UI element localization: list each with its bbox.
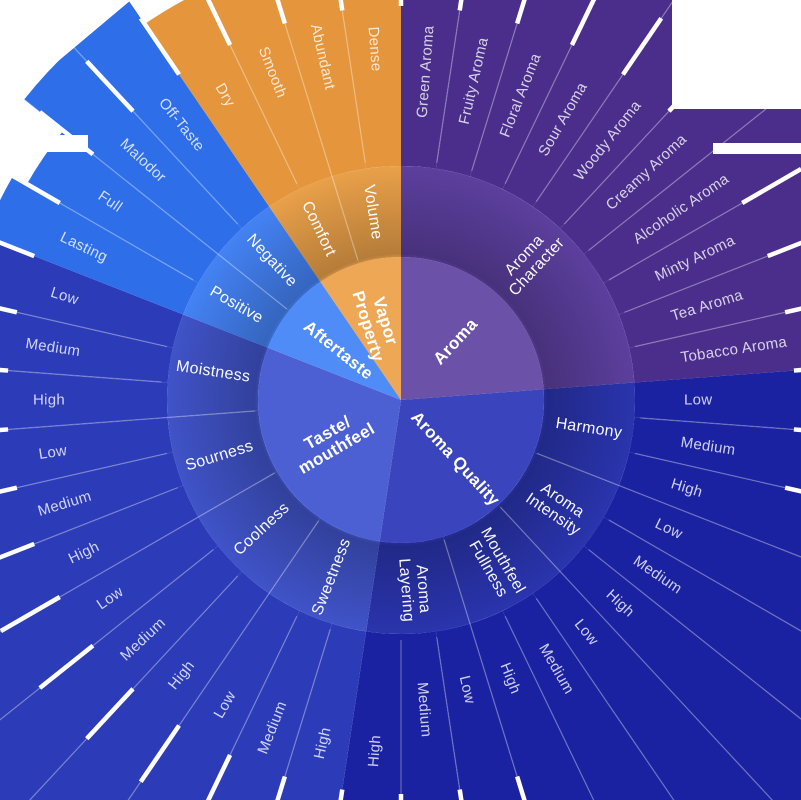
separator-group-volume bbox=[276, 0, 359, 261]
category-sector-aftertaste bbox=[267, 281, 401, 400]
boundary-tick bbox=[514, 775, 527, 800]
leaf-label-aroma-layering-high: High bbox=[365, 734, 384, 767]
boundary-tick bbox=[85, 687, 135, 741]
boundary-tick bbox=[275, 775, 288, 800]
category-sector-aroma-quality bbox=[379, 389, 544, 543]
leaf-sector-aroma-character-floral-aroma bbox=[469, 0, 594, 190]
boundary-tick bbox=[0, 485, 18, 494]
group-label-aroma-layering: AromaLayering bbox=[396, 556, 435, 622]
separator-leaf-mouthfeel-fullness-high bbox=[504, 615, 595, 800]
leaf-sector-volume-abundant bbox=[277, 0, 367, 177]
leaf-label-harmony-low: Low bbox=[684, 392, 712, 409]
leaf-sector-comfort-dry bbox=[144, 0, 300, 207]
white-patch-3 bbox=[0, 135, 88, 152]
boundary-tick bbox=[85, 59, 135, 113]
leaf-sector-sweetness-low bbox=[128, 593, 300, 800]
leaf-sector-coolness-low bbox=[0, 517, 219, 720]
leaf-sector-sweetness-high bbox=[277, 623, 367, 800]
layer-white-patches bbox=[0, 0, 801, 154]
leaf-label-aroma-layering-low: Low bbox=[456, 674, 479, 705]
boundary-tick bbox=[38, 643, 95, 690]
leaf-sector-harmony-low bbox=[634, 370, 801, 430]
separator-group-sourness bbox=[0, 472, 275, 633]
leaf-label-sourness-low: Low bbox=[38, 442, 69, 463]
boundary-tick bbox=[784, 485, 801, 494]
leaf-sector-sweetness-medium bbox=[208, 610, 333, 800]
leaf-sector-aroma-intensity-low bbox=[603, 485, 801, 631]
leaf-label-sweetness-high: High bbox=[311, 726, 335, 761]
category-sector-vapor-property bbox=[320, 257, 401, 400]
boundary-tick bbox=[569, 0, 597, 46]
boundary-tick bbox=[0, 541, 36, 560]
boundary-tick bbox=[138, 724, 181, 783]
boundary-tick bbox=[138, 17, 181, 76]
separator-leaf-mouthfeel-fullness-medium bbox=[535, 597, 675, 800]
leaf-sector-aroma-character-tea-aroma bbox=[618, 243, 801, 348]
leaf-sector-volume-dense bbox=[340, 0, 401, 169]
leaf-sector-harmony-high bbox=[618, 452, 801, 557]
leaf-sector-harmony-medium bbox=[629, 417, 801, 492]
separator-group-mouthfeel-fullness bbox=[499, 506, 774, 800]
boundary-tick bbox=[205, 754, 233, 800]
leaf-label-moistness-high: High bbox=[33, 392, 65, 409]
boundary-tick bbox=[0, 167, 61, 205]
boundary-tick bbox=[514, 0, 527, 25]
leaf-sector-mouthfeel-fullness-medium bbox=[502, 593, 674, 800]
leaf-sector-aroma-character-tobacco-aroma bbox=[629, 308, 801, 383]
leaf-label-aroma-character-green-aroma: Green Aroma bbox=[414, 25, 438, 119]
leaf-sector-sourness-low bbox=[0, 417, 173, 492]
white-patch-0 bbox=[0, 0, 131, 110]
leaf-sector-aroma-character-green-aroma bbox=[401, 0, 462, 169]
leaf-sector-sourness-medium bbox=[0, 452, 184, 558]
boundary-tick bbox=[0, 240, 36, 259]
leaf-sector-aroma-character-fruity-aroma bbox=[435, 0, 525, 177]
group-label-aroma-layering-line-1: Layering bbox=[396, 558, 418, 623]
layer-category-ring bbox=[258, 257, 544, 543]
category-sector-taste-mouthfeel bbox=[258, 347, 401, 542]
boundary-tick bbox=[0, 306, 18, 315]
leaf-sector-aroma-character-alcoholic-aroma bbox=[583, 81, 801, 283]
leaf-sector-mouthfeel-fullness-high bbox=[469, 610, 594, 800]
white-patch-2 bbox=[713, 143, 801, 154]
boundary-tick bbox=[766, 240, 801, 259]
leaf-sector-aroma-layering-low bbox=[435, 623, 525, 800]
boundary-tick bbox=[275, 0, 288, 25]
boundary-tick bbox=[621, 17, 664, 76]
group-label-aroma-layering-line-0: Aroma bbox=[413, 564, 434, 614]
leaf-label-aroma-layering-medium: Medium bbox=[414, 682, 435, 738]
separator-group-aroma-intensity bbox=[536, 452, 801, 558]
separator-group-aroma-layering bbox=[443, 539, 526, 800]
boundary-tick bbox=[0, 595, 61, 633]
leaf-sector-aroma-character-minty-aroma bbox=[603, 169, 801, 315]
leaf-label-volume-dense: Dense bbox=[365, 26, 385, 72]
separator-group-moistness bbox=[0, 410, 256, 431]
boundary-tick bbox=[741, 167, 801, 205]
white-patch-1 bbox=[672, 0, 801, 109]
leaf-sector-moistness-low bbox=[0, 242, 184, 348]
boundary-tick bbox=[205, 0, 233, 46]
separator-group-coolness bbox=[127, 520, 320, 800]
separator-leaf-aroma-intensity-high bbox=[588, 549, 801, 720]
leaf-sector-comfort-smooth bbox=[208, 0, 333, 190]
leaf-sector-positive-lasting bbox=[0, 176, 199, 315]
leaf-sector-aroma-layering-high bbox=[340, 631, 401, 800]
category-sector-aroma bbox=[401, 257, 544, 400]
separator-group-negative bbox=[0, 79, 288, 310]
separator-leaf-aroma-intensity-medium bbox=[608, 519, 801, 632]
leaf-sector-aroma-character-sour-aroma bbox=[502, 0, 674, 207]
leaf-sector-aroma-intensity-medium bbox=[583, 517, 801, 719]
leaf-sector-aroma-layering-medium bbox=[401, 631, 462, 800]
leaf-sector-sourness-high bbox=[0, 485, 199, 632]
boundary-tick bbox=[784, 306, 801, 315]
leaf-sector-moistness-medium bbox=[0, 308, 173, 383]
leaf-sector-moistness-high bbox=[0, 369, 168, 431]
